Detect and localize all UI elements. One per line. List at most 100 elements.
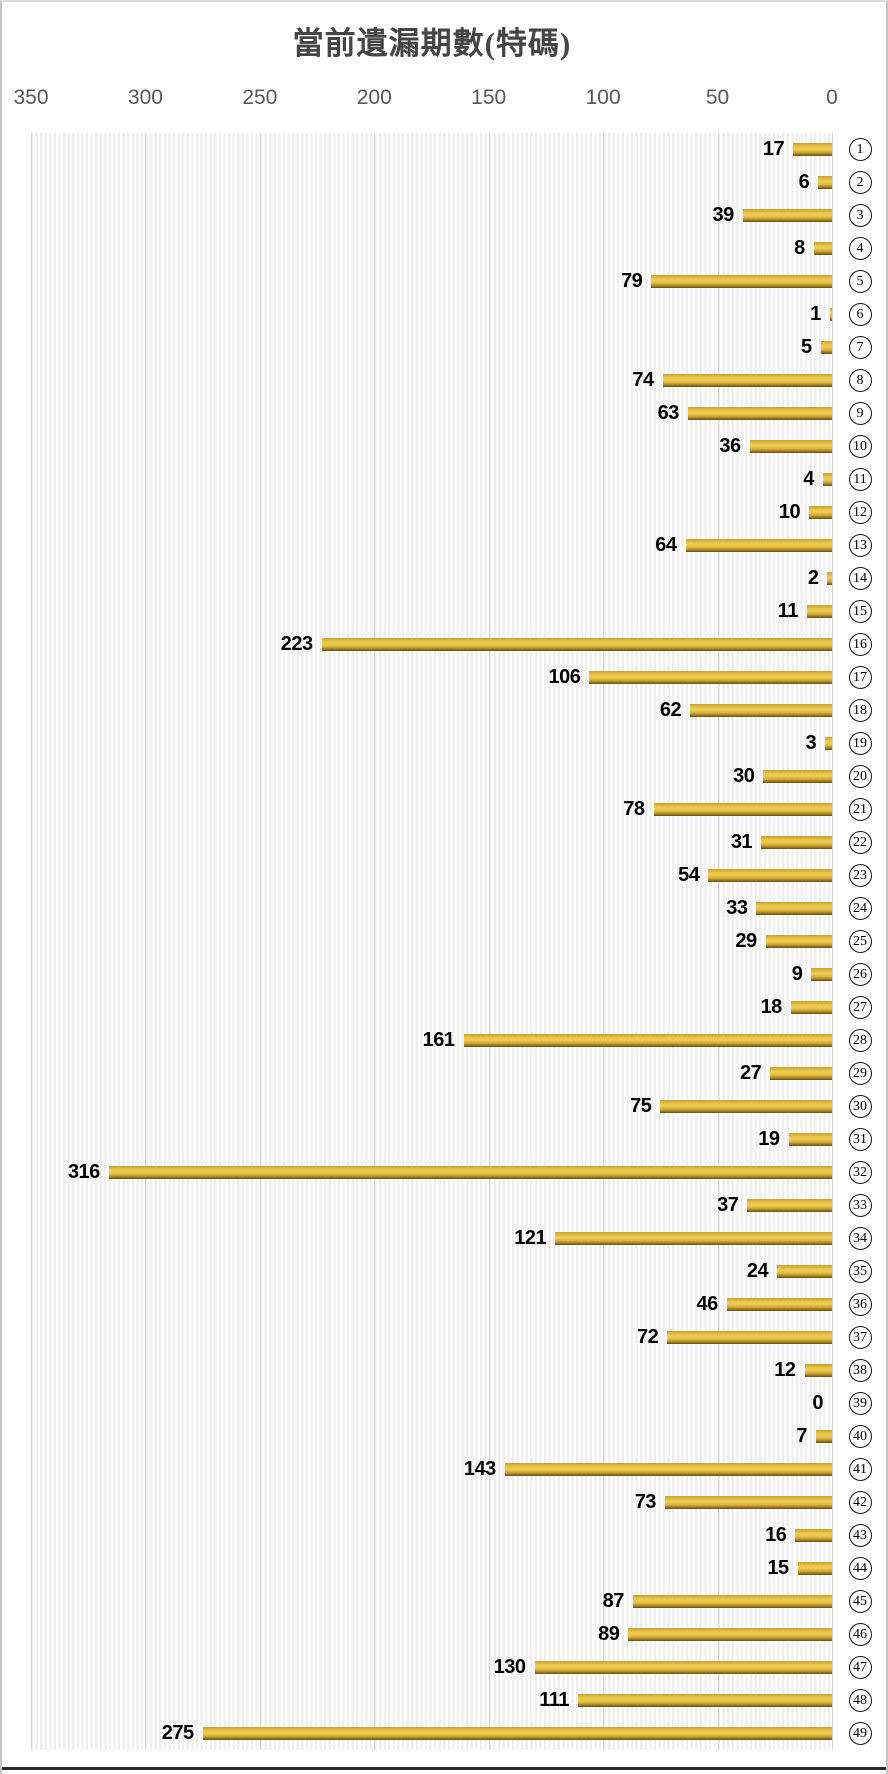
bar-value-label: 87	[602, 1589, 625, 1612]
gridline	[259, 133, 261, 1750]
bar	[660, 1100, 832, 1113]
gridline	[374, 133, 376, 1750]
bar	[685, 539, 832, 552]
category-cell: 8	[832, 364, 886, 397]
bar-value-label: 130	[493, 1655, 526, 1678]
bar-value-label: 161	[422, 1028, 455, 1051]
bar	[827, 572, 832, 585]
category-badge: 45	[848, 1590, 872, 1613]
category-cell: 7	[832, 331, 886, 364]
category-badge: 23	[848, 864, 872, 887]
bar	[651, 275, 832, 288]
bar-value-label: 24	[746, 1259, 769, 1282]
category-cell: 21	[832, 793, 886, 826]
category-badge: 49	[848, 1722, 872, 1745]
bar	[820, 341, 832, 354]
bar-row: 89	[31, 1618, 832, 1651]
bar-row: 106	[31, 661, 832, 694]
bar-row: 63	[31, 397, 832, 430]
bar-value-label: 27	[739, 1061, 762, 1084]
bar-value-label: 9	[791, 962, 803, 985]
category-badge: 36	[848, 1293, 872, 1316]
bar-value-label: 3	[805, 731, 817, 754]
bar-value-label: 36	[719, 434, 741, 457]
category-cell: 37	[832, 1321, 886, 1354]
bar	[662, 374, 832, 387]
bar-value-label: 31	[730, 830, 753, 853]
bar-value-label: 30	[733, 764, 755, 787]
gridline	[717, 133, 719, 1750]
bar-value-label: 121	[514, 1226, 547, 1249]
bar-value-label: 46	[696, 1292, 718, 1315]
category-badge: 6	[848, 303, 872, 326]
category-badge: 13	[848, 534, 872, 557]
bar-row: 78	[31, 793, 832, 826]
category-cell: 44	[832, 1552, 886, 1585]
bar-value-label: 19	[758, 1127, 780, 1150]
category-badge: 31	[848, 1128, 872, 1151]
category-badge: 14	[848, 567, 872, 590]
bar-value-label: 1	[810, 302, 821, 325]
bar	[829, 308, 832, 321]
bar-row: 4	[31, 463, 832, 496]
bar	[747, 1199, 832, 1212]
category-cell: 15	[832, 595, 886, 628]
category-badge: 38	[848, 1359, 872, 1382]
bar-row: 6	[31, 166, 832, 199]
bar-value-label: 275	[161, 1721, 194, 1744]
bar-row: 12	[31, 1354, 832, 1387]
category-badge: 33	[848, 1194, 872, 1217]
category-cell: 40	[832, 1420, 886, 1453]
category-badge: 44	[848, 1557, 872, 1580]
bar-row: 11	[31, 595, 832, 628]
category-cell: 42	[832, 1486, 886, 1519]
bar	[756, 902, 832, 915]
bar-value-label: 316	[67, 1160, 100, 1183]
bar-value-label: 143	[463, 1457, 496, 1480]
bar-value-label: 111	[539, 1688, 569, 1711]
bar-value-label: 75	[630, 1094, 652, 1117]
bar	[726, 1298, 832, 1311]
bar	[690, 704, 832, 717]
bar-row: 36	[31, 430, 832, 463]
bar	[463, 1034, 832, 1047]
bar-row: 8	[31, 232, 832, 265]
bar	[664, 1496, 832, 1509]
bar-value-label: 15	[767, 1556, 789, 1579]
category-cell: 10	[832, 430, 886, 463]
bar-value-label: 17	[762, 137, 785, 160]
bar	[777, 1265, 832, 1278]
bar-value-label: 4	[803, 467, 814, 490]
bar	[793, 143, 832, 156]
bar-row: 3	[31, 727, 832, 760]
category-cell: 46	[832, 1618, 886, 1651]
category-badge: 18	[848, 699, 872, 722]
category-badge: 43	[848, 1524, 872, 1547]
bar	[761, 836, 832, 849]
category-cell: 12	[832, 496, 886, 529]
category-cell: 5	[832, 265, 886, 298]
bar-row: 75	[31, 1090, 832, 1123]
category-badge: 2	[848, 171, 872, 194]
bar-row: 19	[31, 1123, 832, 1156]
category-cell: 1	[832, 133, 886, 166]
bar-value-label: 18	[760, 995, 783, 1018]
bar-row: 18	[31, 991, 832, 1024]
category-badge: 42	[848, 1491, 872, 1514]
bar-row: 316	[31, 1156, 832, 1189]
bar	[653, 803, 832, 816]
category-cell: 24	[832, 892, 886, 925]
category-badge: 35	[848, 1260, 872, 1283]
bar	[790, 1001, 832, 1014]
category-cell: 22	[832, 826, 886, 859]
category-cell: 11	[832, 463, 886, 496]
gridline	[31, 133, 32, 1750]
bar	[797, 1562, 832, 1575]
category-badge: 30	[848, 1095, 872, 1118]
category-badge: 5	[848, 270, 872, 293]
bar-row: 121	[31, 1222, 832, 1255]
bar-value-label: 8	[794, 236, 805, 259]
bar-row: 31	[31, 826, 832, 859]
gridline	[488, 133, 490, 1750]
category-badge: 41	[848, 1458, 872, 1481]
